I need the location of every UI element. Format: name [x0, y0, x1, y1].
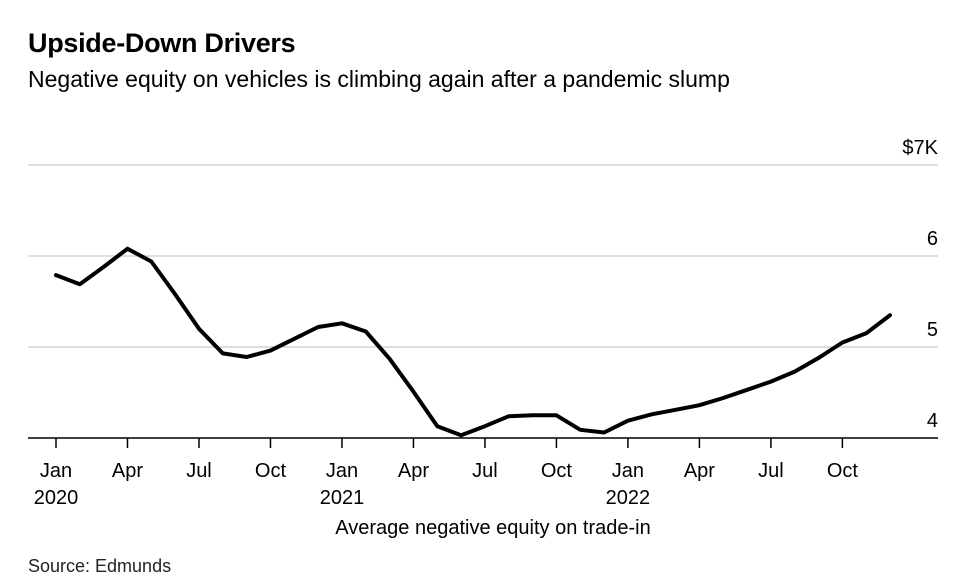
- x-year-label: 2022: [606, 487, 651, 509]
- y-tick-label: 4: [927, 410, 938, 432]
- x-tick-label: Apr: [684, 460, 715, 482]
- x-tick-label: Oct: [541, 460, 573, 482]
- series-line: [54, 246, 892, 438]
- source-note: Source: Edmunds: [28, 556, 172, 576]
- y-tick-label: $7K: [902, 137, 938, 159]
- x-tick-label: Jul: [186, 460, 212, 482]
- x-tick-label: Jul: [472, 460, 498, 482]
- x-tick-label: Jan: [40, 460, 72, 482]
- y-tick-label: 5: [927, 319, 938, 341]
- chart-subtitle: Negative equity on vehicles is climbing …: [28, 66, 730, 92]
- x-axis-label: Average negative equity on trade-in: [335, 517, 651, 539]
- x-tick-label: Oct: [255, 460, 287, 482]
- x-tick-label: Apr: [398, 460, 429, 482]
- y-tick-label: 6: [927, 228, 938, 250]
- y-tick-labels: $7K 6 5 4: [902, 137, 938, 432]
- x-tick-label: Jan: [326, 460, 358, 482]
- x-year-label: 2021: [320, 487, 365, 509]
- x-year-label: 2020: [34, 487, 79, 509]
- chart-title: Upside-Down Drivers: [28, 28, 296, 58]
- x-tick-label: Oct: [827, 460, 859, 482]
- x-axis: Jan 2020 Apr Jul Oct Jan 2021 Apr Jul Oct Jan 2022 A…: [28, 437, 938, 509]
- grid-lines: [28, 164, 938, 348]
- data-series: [54, 246, 892, 438]
- x-tick-label: Jul: [758, 460, 784, 482]
- x-tick-label: Jan: [612, 460, 644, 482]
- x-tick-label: Apr: [112, 460, 143, 482]
